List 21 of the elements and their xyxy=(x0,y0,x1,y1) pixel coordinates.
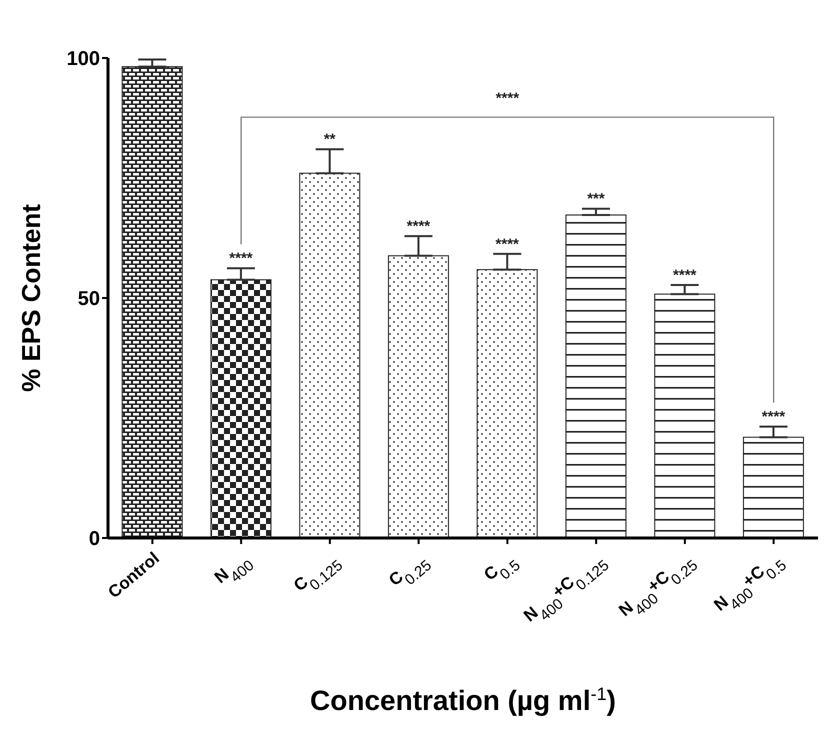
data-label: **** xyxy=(673,267,697,284)
bar xyxy=(210,279,272,538)
bar xyxy=(565,214,626,538)
data-label: **** xyxy=(496,236,520,253)
y-tick-label: 100 xyxy=(66,48,100,70)
data-label: *** xyxy=(587,190,605,208)
y-axis-title: % EPS Content xyxy=(16,204,46,392)
data-label: **** xyxy=(762,408,786,426)
x-axis-title: Concentration (µg ml$^{-1}$) xyxy=(310,684,616,716)
bar xyxy=(476,269,538,538)
bar xyxy=(388,255,449,538)
bar xyxy=(742,436,804,538)
bar xyxy=(122,66,183,538)
data-label: **** xyxy=(229,250,253,268)
y-tick-label: 0 xyxy=(88,528,100,550)
annotation: **** xyxy=(496,90,520,108)
bar xyxy=(654,294,716,538)
data-label: **** xyxy=(406,218,430,236)
bar xyxy=(299,172,360,538)
data-label: ** xyxy=(324,131,336,148)
y-tick-label: 50 xyxy=(78,288,100,310)
